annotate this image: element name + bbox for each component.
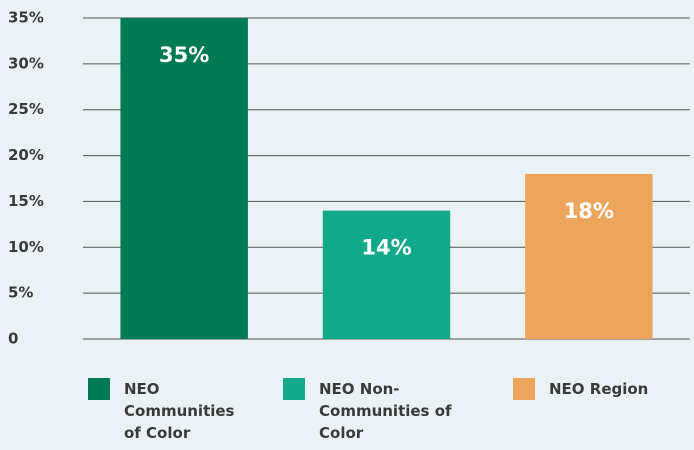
y-tick-label: 25% [8,100,44,118]
legend-item: NEO Region [513,378,683,400]
y-tick-label: 15% [8,192,44,210]
legend-swatch [283,378,305,400]
bar [525,173,653,339]
bar [322,210,451,339]
legend-label: NEO Region [549,380,649,398]
legend-item: NEO Communities of Color [88,378,238,444]
plot: 0 5% 10% 15% 20% 25% 30% 35% 35% 14% 18% [8,9,690,348]
legend-label: NEO Communities of Color [124,380,235,442]
y-tick-label: 35% [8,9,44,27]
value-label: 14% [361,236,411,260]
value-label: 18% [564,199,614,223]
y-tick-label: 0 [8,330,18,348]
legend-swatch [513,378,535,400]
y-tick-label: 20% [8,146,44,164]
legend-label: NEO Non-Communities of Color [319,380,452,442]
legend-swatch [88,378,110,400]
y-tick-label: 10% [8,238,44,256]
bar [120,18,248,339]
y-tick-label: 5% [8,284,33,302]
legend-item: NEO Non-Communities of Color [283,378,458,444]
y-tick-label: 30% [8,54,44,72]
value-label: 35% [159,43,209,67]
